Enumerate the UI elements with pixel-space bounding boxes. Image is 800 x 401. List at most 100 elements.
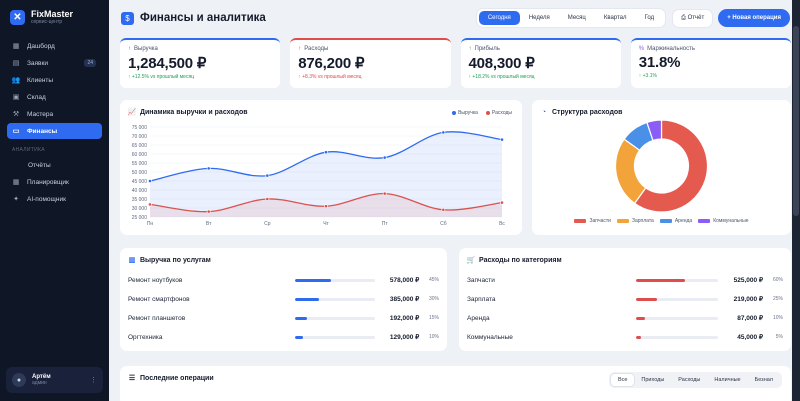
user-card[interactable]: ● Артём админ ⋮ [6, 367, 103, 393]
y-tick-label: 35 000 [132, 197, 148, 203]
wrench-icon: ✕ [10, 9, 25, 25]
row-value: 578,000 ₽ [389, 277, 420, 284]
legend-item[interactable]: Зарплата [616, 218, 654, 224]
arrow-up-icon: ↑ [298, 46, 302, 52]
kpi-label: Выручка [134, 46, 158, 52]
wallet-icon: ▭ [12, 128, 20, 135]
progress-bar [636, 297, 719, 301]
legend-dot [485, 110, 490, 115]
sidebar-item-0[interactable]: ▦ Дашборд [7, 38, 102, 54]
progress-bar [294, 297, 376, 301]
box-icon: ▣ [12, 94, 20, 101]
services-title-wrap: ▥ Выручка по услугам [128, 256, 211, 265]
report-button[interactable]: ⎙ Отчёт [673, 9, 713, 27]
scrollbar-thumb[interactable] [793, 26, 799, 216]
progress-row: Аренда 87,000 ₽ 10% [467, 312, 783, 324]
x-tick-label: Вт [206, 221, 212, 227]
sidebar-item-3[interactable]: ▣ Склад [7, 89, 102, 105]
scrollbar[interactable] [792, 0, 800, 401]
sidebar-item-label: Склад [27, 93, 46, 101]
brand[interactable]: ✕ FixMaster сервис-центр [0, 0, 109, 37]
data-point[interactable] [206, 209, 211, 214]
more-vertical-icon[interactable]: ⋮ [90, 377, 97, 384]
y-tick-label: 75 000 [132, 125, 148, 131]
expenses-title: Расходы по категориям [479, 256, 562, 264]
period-tab-4[interactable]: Год [644, 15, 655, 21]
row-percent: 30% [428, 296, 439, 302]
filter-tab-4[interactable]: Безнал [754, 377, 773, 383]
legend-item[interactable]: Коммунальные [698, 218, 749, 224]
filter-tab-0[interactable]: Все [610, 374, 635, 386]
legend-swatch [659, 218, 672, 223]
kpi-card: ↑ Расходы 876,200 ₽ ↑ +8.3% vs прошлый меся… [290, 38, 451, 88]
data-point[interactable] [441, 130, 446, 135]
sidebar-item-4[interactable]: ⚒ Мастера [7, 106, 102, 122]
filter-tab-1[interactable]: Приходы [641, 377, 665, 383]
pie-chart [614, 119, 709, 213]
period-tab-3[interactable]: Квартал [603, 15, 627, 21]
legend-label: Выручка [458, 110, 478, 116]
data-point[interactable] [324, 204, 328, 209]
legend-item[interactable]: Аренда [659, 218, 692, 224]
legend-item[interactable]: Расходы [485, 110, 512, 116]
filter-tab-3[interactable]: Наличные [714, 377, 741, 383]
kpi-label-wrap: ↑ Выручка [128, 46, 272, 52]
row-name: Ремонт смартфонов [128, 295, 190, 303]
dashboard-icon: ▦ [12, 43, 20, 50]
progress-bar [636, 316, 719, 320]
pie-slice[interactable] [646, 119, 663, 142]
kpi-change: ↑ +3.1% [638, 73, 657, 79]
data-point[interactable] [265, 197, 270, 201]
legend-item[interactable]: Запчасти [574, 218, 611, 224]
sidebar-section-item-1[interactable]: ▦ Планировщик [7, 174, 102, 190]
data-point[interactable] [382, 191, 387, 196]
sidebar: ✕ FixMaster сервис-центр ▦ Дашборд ▤ Заявки… [0, 0, 109, 401]
operations-card: ☰ Последние операции Все Приходы Расходы На… [120, 366, 791, 401]
data-point[interactable] [382, 155, 387, 160]
kpi-label: Маржинальность [647, 46, 695, 52]
period-tabs: Сегодня Неделя Месяц Квартал Год [476, 9, 666, 27]
line-chart-title: Динамика выручки и расходов [140, 108, 248, 116]
sidebar-item-1[interactable]: ▤ Заявки 24 [7, 55, 102, 71]
period-tab-1[interactable]: Неделя [528, 15, 550, 21]
x-tick-label: Сб [440, 221, 447, 227]
x-tick-label: Чт [323, 221, 329, 227]
pie-slice[interactable] [633, 119, 709, 213]
data-point[interactable] [148, 202, 152, 207]
x-tick-label: Пн [147, 221, 154, 227]
sidebar-item-label: Клиенты [27, 76, 54, 84]
data-point[interactable] [441, 207, 446, 212]
data-point[interactable] [324, 150, 328, 155]
sidebar-item-label: AI-помощник [27, 195, 66, 203]
data-point[interactable] [265, 173, 270, 178]
legend-item[interactable]: Выручка [452, 110, 478, 116]
sidebar-badge: 24 [84, 59, 96, 67]
kpi-row: ↑ Выручка 1,284,500 ₽ ↑ +12.5% vs прошлый м… [120, 38, 791, 88]
legend-label: Коммунальные [713, 218, 749, 224]
period-tab-0[interactable]: Сегодня [478, 11, 520, 25]
row-value: 385,000 ₽ [389, 296, 420, 303]
row-percent: 5% [775, 334, 783, 340]
finance-doc-icon: $ [121, 11, 134, 25]
new-operation-button[interactable]: + Новая операция [718, 9, 790, 27]
sidebar-item-label: Дашборд [27, 42, 55, 50]
row-value: 45,000 ₽ [737, 334, 764, 341]
pie-chart-title-wrap: ◔ Структура расходов [540, 108, 623, 116]
data-point[interactable] [148, 179, 152, 183]
operations-title-wrap: ☰ Последние операции [128, 374, 214, 383]
data-point[interactable] [500, 137, 504, 142]
sidebar-section-item-2[interactable]: ✦ AI-помощник [7, 191, 102, 207]
y-tick-label: 30 000 [132, 206, 148, 212]
y-tick-label: 70 000 [132, 134, 148, 140]
period-tab-2[interactable]: Месяц [567, 15, 586, 21]
data-point[interactable] [206, 166, 211, 171]
sidebar-item-5[interactable]: ▭ Финансы [7, 123, 102, 139]
operations-filter-tabs: Все Приходы Расходы Наличные Безнал [608, 372, 782, 388]
progress-bar [294, 335, 376, 339]
sidebar-section-item-0[interactable]: Отчёты [7, 157, 102, 173]
data-point[interactable] [500, 200, 504, 205]
filter-tab-2[interactable]: Расходы [678, 377, 701, 383]
sidebar-item-2[interactable]: 👥 Клиенты [7, 72, 102, 88]
expenses-card: 🛒 Расходы по категориям Запчасти 525,000 … [459, 248, 791, 351]
services-title: Выручка по услугам [140, 256, 211, 264]
